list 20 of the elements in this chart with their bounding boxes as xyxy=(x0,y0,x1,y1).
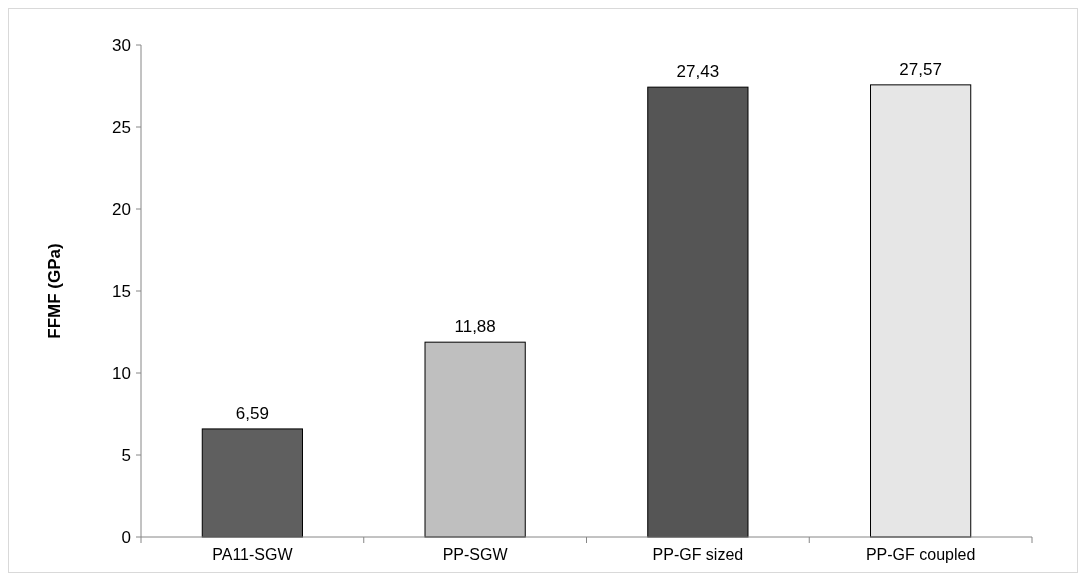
data-label: 27,43 xyxy=(676,62,720,82)
data-label: 27,57 xyxy=(899,59,942,79)
y-axis-title: FFMF (GPa) xyxy=(45,243,64,339)
y-tick-label: 30 xyxy=(112,35,131,55)
bar xyxy=(201,428,303,538)
data-label: 6,59 xyxy=(235,403,269,423)
bar xyxy=(870,84,972,538)
bar xyxy=(647,86,749,538)
y-tick-label: 0 xyxy=(121,527,131,547)
bar xyxy=(424,341,526,538)
data-label: 11,88 xyxy=(454,317,496,337)
x-tick-label: PP-GF coupled xyxy=(865,546,976,563)
x-tick-label: PA11-SGW xyxy=(212,546,294,563)
y-tick-label: 5 xyxy=(121,445,131,465)
y-tick-label: 15 xyxy=(112,281,131,301)
y-tick-label: 20 xyxy=(112,199,131,219)
y-tick-label: 25 xyxy=(112,117,131,137)
x-tick-label: PP-SGW xyxy=(442,546,509,563)
y-tick-label: 10 xyxy=(112,363,131,383)
x-tick-label: PP-GF sized xyxy=(652,546,744,563)
